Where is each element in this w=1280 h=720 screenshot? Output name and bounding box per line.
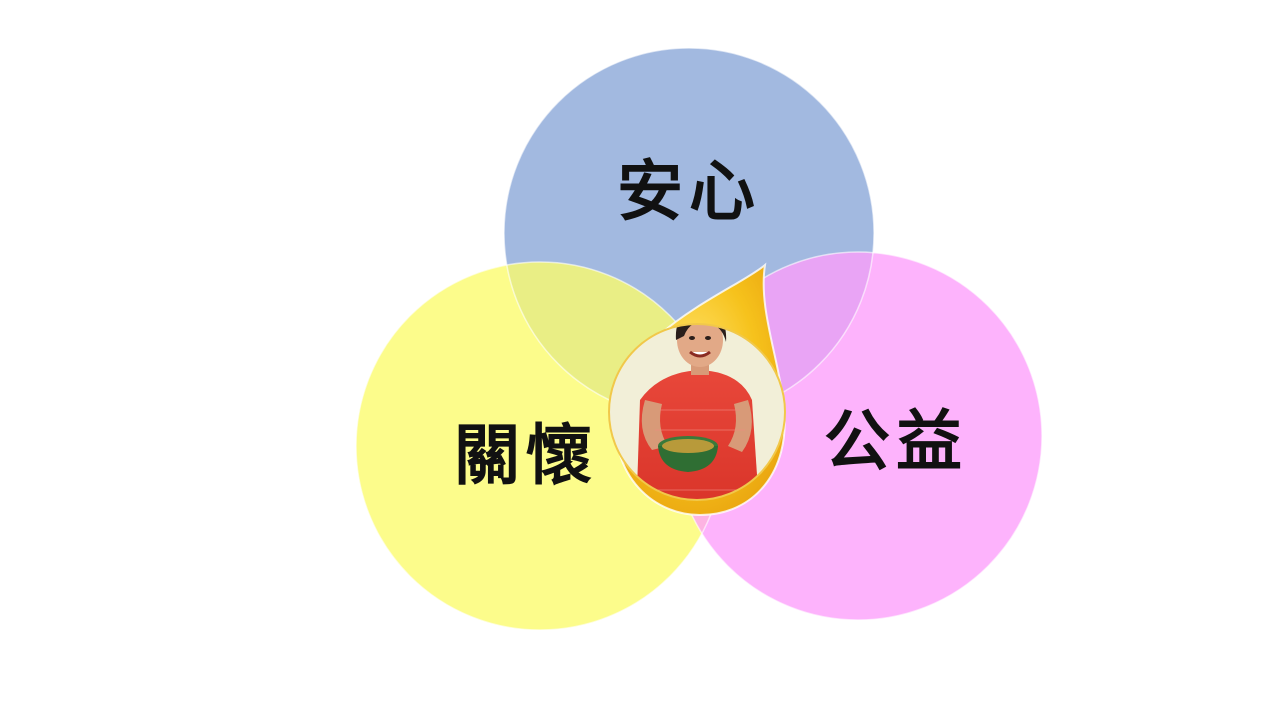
label-right: 公益 xyxy=(824,402,968,480)
person-photo xyxy=(609,324,785,500)
center-droplet xyxy=(608,262,786,517)
label-top: 安心 xyxy=(617,152,761,230)
label-left: 關懷 xyxy=(454,416,598,494)
